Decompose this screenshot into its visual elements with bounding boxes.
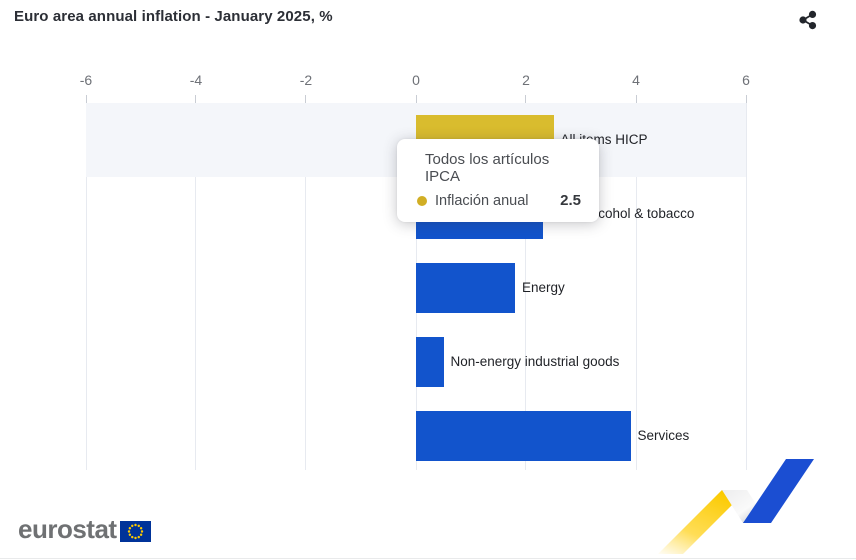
x-axis-tick xyxy=(415,95,417,103)
eurostat-logo: eurostat xyxy=(18,514,151,545)
x-axis-label: -6 xyxy=(79,72,93,88)
x-axis-tick xyxy=(85,95,87,103)
x-axis-tick xyxy=(305,95,307,103)
tooltip-series-label: Inflación anual xyxy=(435,192,529,209)
tooltip-value: 2.5 xyxy=(560,192,581,209)
x-axis-label: -4 xyxy=(189,72,203,88)
series-marker-dot xyxy=(417,195,427,206)
x-axis-label: 4 xyxy=(632,72,640,88)
bar-energy[interactable] xyxy=(416,263,515,313)
eu-flag-icon xyxy=(119,520,151,542)
chart-title: Euro area annual inflation - January 202… xyxy=(14,8,333,25)
x-axis-label: 0 xyxy=(412,72,420,88)
bottom-divider xyxy=(0,558,856,559)
chart-row-services: Services xyxy=(86,399,746,473)
x-axis: -6 -4 -2 0 2 4 6 xyxy=(80,72,750,90)
x-axis-label: 2 xyxy=(522,72,530,88)
chart-row-non-energy-industrial-goods: Non-energy industrial goods xyxy=(86,325,746,399)
x-axis-label: -2 xyxy=(299,72,313,88)
x-axis-tick xyxy=(525,95,527,103)
x-axis-label: 6 xyxy=(742,72,750,88)
gridline xyxy=(195,103,197,470)
bar-services[interactable] xyxy=(416,411,631,461)
gridline xyxy=(85,103,87,470)
chart-row-energy: Energy xyxy=(86,251,746,325)
gridline xyxy=(525,103,527,470)
category-label-services: Services xyxy=(637,428,690,443)
x-axis-tick xyxy=(635,95,637,103)
x-axis-tick xyxy=(195,95,197,103)
gridline xyxy=(745,103,747,470)
category-label-energy: Energy xyxy=(521,280,565,295)
chart-tooltip: Todos los artículos IPCA Inflación anual… xyxy=(397,139,599,222)
gridline xyxy=(635,103,637,470)
eurostat-ribbon-decoration xyxy=(658,459,814,554)
x-axis-tick xyxy=(745,95,747,103)
share-button[interactable] xyxy=(796,8,820,32)
bar-non-energy-industrial-goods[interactable] xyxy=(416,337,444,387)
eurostat-wordmark: eurostat xyxy=(18,514,117,544)
gridline xyxy=(305,103,307,470)
category-label-non-energy-industrial-goods: Non-energy industrial goods xyxy=(450,354,620,369)
tooltip-title: Todos los artículos IPCA xyxy=(425,151,550,185)
x-axis-ticks xyxy=(85,95,747,103)
tooltip-series-row: Inflación anual 2.5 xyxy=(417,192,581,209)
share-icon xyxy=(799,10,817,30)
